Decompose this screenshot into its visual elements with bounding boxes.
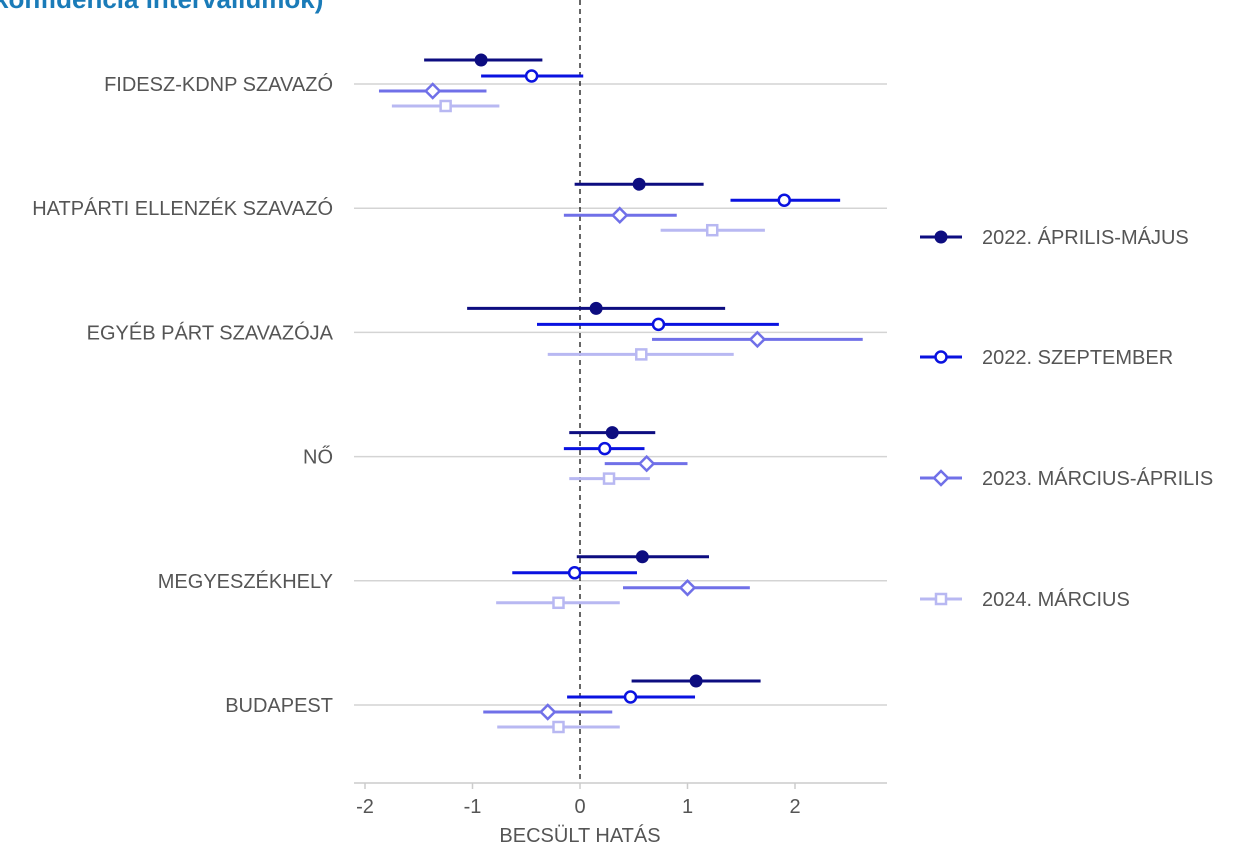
chart-title-fragment: konfidencia intervallumok) (0, 0, 323, 14)
open-square-marker (635, 348, 648, 361)
open-circle-marker (567, 566, 582, 580)
filled-circle-marker (589, 301, 603, 315)
open-diamond-marker (423, 82, 442, 100)
series-group (378, 82, 863, 721)
series-group (424, 53, 761, 688)
category-label: FIDESZ-KDNP SZAVAZÓ (104, 73, 333, 96)
open-diamond-marker (932, 469, 950, 487)
grid-lines (354, 83, 887, 706)
filled-circle-marker (934, 230, 948, 244)
open-circle-marker (623, 690, 638, 704)
open-square-marker (705, 223, 719, 237)
x-axis: -2 -1 0 1 2 (354, 782, 887, 818)
x-tick-label: 0 (574, 796, 585, 818)
open-square-marker (552, 596, 565, 610)
legend-item: 2022. ÁPRILIS-MÁJUS (920, 226, 1189, 249)
series-marks (378, 53, 863, 734)
legend-item: 2023. MÁRCIUS-ÁPRILIS (920, 467, 1213, 490)
open-diamond-marker (538, 703, 557, 721)
open-circle-marker (597, 441, 612, 456)
filled-circle-marker (632, 177, 646, 191)
category-labels: FIDESZ-KDNP SZAVAZÓ HATPÁRTI ELLENZÉK SZA… (32, 73, 333, 717)
category-label: HATPÁRTI ELLENZÉK SZAVAZÓ (32, 197, 333, 220)
category-label: NŐ (303, 446, 333, 469)
open-square-marker (934, 592, 948, 606)
x-tick-label: -2 (356, 796, 374, 818)
open-diamond-marker (678, 579, 697, 597)
category-label: BUDAPEST (225, 695, 333, 717)
open-circle-marker (934, 350, 948, 364)
open-square-marker (552, 720, 565, 734)
filled-circle-marker (689, 674, 703, 688)
filled-circle-marker (605, 426, 619, 440)
open-circle-marker (524, 69, 539, 83)
filled-circle-marker (635, 550, 649, 564)
category-label: MEGYESZÉKHELY (158, 570, 333, 593)
open-circle-marker (651, 317, 666, 332)
open-diamond-marker (637, 454, 656, 473)
open-square-marker (439, 99, 452, 113)
x-tick-label: 1 (682, 796, 693, 818)
legend-label: 2024. MÁRCIUS (982, 588, 1130, 611)
x-tick-label: -1 (464, 796, 482, 818)
filled-circle-marker (474, 53, 488, 67)
open-square-marker (602, 472, 616, 485)
legend-item: 2024. MÁRCIUS (920, 588, 1130, 611)
x-tick-label: 2 (789, 796, 800, 818)
category-label: EGYÉB PÁRT SZAVAZÓJA (87, 321, 334, 344)
series-group (481, 69, 841, 704)
open-diamond-marker (611, 206, 629, 224)
legend-label: 2022. ÁPRILIS-MÁJUS (982, 226, 1189, 249)
legend-label: 2022. SZEPTEMBER (982, 347, 1173, 369)
open-circle-marker (777, 193, 791, 207)
legend-label: 2023. MÁRCIUS-ÁPRILIS (982, 467, 1213, 490)
legend-item: 2022. SZEPTEMBER (920, 347, 1173, 369)
series-group (391, 99, 765, 734)
legend: 2022. ÁPRILIS-MÁJUS 2022. SZEPTEMBER 2023.… (920, 226, 1213, 611)
open-diamond-marker (748, 330, 767, 349)
x-axis-title: BECSÜLT HATÁS (499, 824, 660, 847)
